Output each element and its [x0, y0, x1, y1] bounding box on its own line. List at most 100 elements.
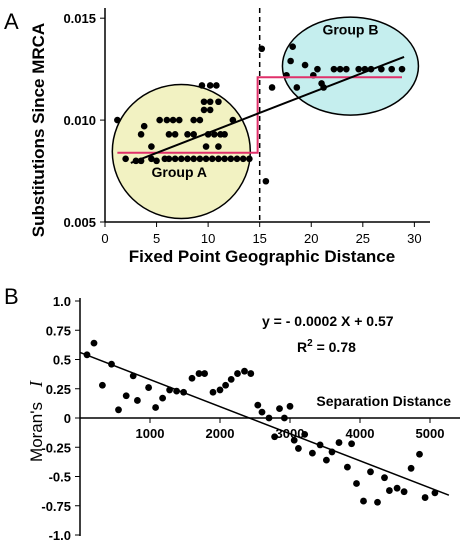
b-data-point	[216, 386, 224, 394]
b-data-point	[180, 388, 188, 396]
a-data-point	[206, 98, 214, 106]
a-data-point	[398, 65, 406, 73]
a-data-point	[227, 155, 235, 163]
b-data-point	[209, 388, 217, 396]
b-data-point	[247, 370, 255, 377]
b-data-point	[271, 433, 278, 441]
group-a-label: Group A	[152, 164, 207, 180]
a-data-point	[221, 155, 228, 163]
a-x-tick-label: 30	[407, 231, 421, 246]
a-data-point	[140, 122, 148, 130]
b-data-point	[348, 440, 355, 448]
a-data-point	[206, 106, 214, 114]
b-data-point	[335, 439, 343, 446]
b-data-point	[295, 445, 302, 452]
a-data-point	[184, 131, 191, 138]
a-data-point	[200, 106, 208, 114]
a-data-point	[355, 65, 362, 73]
a-data-point	[171, 155, 179, 163]
a-x-tick-label: 20	[304, 231, 318, 246]
b-data-point	[188, 374, 196, 382]
b-y-tick-label: -0.5	[49, 470, 71, 485]
a-data-point	[215, 143, 222, 150]
a-data-point	[148, 143, 155, 150]
b-data-point	[108, 360, 115, 368]
a-data-point	[202, 155, 210, 163]
b-data-point	[254, 401, 262, 409]
b-data-point	[265, 414, 273, 422]
b-data-point	[227, 375, 235, 383]
b-y-tick-label: 0	[64, 411, 71, 426]
b-y-tick-label: 0.5	[53, 353, 71, 368]
a-data-point	[221, 131, 228, 138]
a-x-tick-label: 0	[101, 231, 108, 246]
b-data-point	[195, 370, 203, 377]
b-data-point	[393, 484, 401, 492]
b-data-point	[316, 441, 324, 449]
a-data-point	[114, 116, 121, 124]
b-data-point	[134, 397, 141, 404]
b-data-point	[129, 372, 137, 380]
b-data-point	[99, 381, 106, 389]
b-y-tick-label: 0.25	[46, 382, 71, 397]
group-b-label: Group B	[322, 21, 378, 37]
b-data-point	[234, 370, 241, 377]
a-data-point	[215, 155, 222, 163]
b-x-tick-label: 5000	[416, 426, 445, 441]
b-data-point	[367, 468, 374, 476]
a-data-point	[330, 65, 338, 73]
a-x-tick-label: 10	[201, 231, 215, 246]
a-x-tick-label: 5	[153, 231, 160, 246]
a-data-point	[196, 116, 204, 124]
a-data-point	[211, 131, 218, 138]
a-x-axis-label: Fixed Point Geographic Distance	[129, 247, 395, 266]
a-data-point	[246, 155, 253, 163]
a-data-point	[184, 155, 191, 163]
b-data-point	[431, 489, 439, 497]
b-data-point	[323, 456, 330, 464]
a-data-point	[206, 82, 214, 89]
b-x-axis-label: Separation Distance	[316, 393, 451, 409]
b-data-point	[353, 480, 360, 487]
a-data-point	[137, 131, 145, 138]
b-data-point	[421, 494, 429, 501]
a-data-point	[156, 116, 163, 124]
b-data-point	[386, 487, 393, 494]
a-data-point	[165, 155, 173, 163]
a-linear-fit-line	[130, 55, 405, 164]
b-y-axis-label: Moran's I	[26, 380, 46, 462]
b-data-point	[115, 406, 122, 414]
a-data-point	[215, 98, 222, 106]
b-y-tick-label: 1.0	[53, 294, 71, 309]
a-data-point	[289, 43, 296, 51]
b-data-point	[159, 394, 167, 402]
a-y-tick-label: 0.010	[63, 113, 96, 128]
a-data-point	[178, 155, 185, 163]
b-y-tick-label: -1.0	[49, 528, 71, 542]
a-data-point	[208, 155, 216, 163]
a-data-point	[148, 155, 155, 163]
b-data-point	[301, 430, 309, 438]
a-y-axis-label: Substitutions Since MRCA	[29, 23, 48, 237]
b-data-point	[152, 404, 160, 411]
a-data-point	[388, 65, 395, 73]
a-data-point	[336, 65, 344, 73]
b-data-point	[286, 402, 294, 410]
b-y-tick-label: 0.75	[46, 323, 71, 338]
b-data-point	[281, 414, 288, 422]
b-y-tick-label: -0.75	[41, 499, 71, 514]
a-data-point	[196, 155, 204, 163]
a-data-point	[287, 57, 294, 65]
b-data-point	[328, 448, 336, 456]
a-data-point	[213, 82, 220, 89]
b-x-tick-label: 1000	[136, 426, 165, 441]
a-data-point	[153, 157, 160, 165]
svg-text:I: I	[26, 380, 46, 388]
a-data-point	[165, 131, 173, 138]
b-x-tick-label: 4000	[346, 426, 375, 441]
group-a-ellipse	[111, 83, 252, 220]
a-data-point	[258, 45, 266, 53]
a-data-point	[378, 65, 385, 73]
a-data-point	[122, 155, 129, 163]
a-data-point	[202, 143, 210, 150]
